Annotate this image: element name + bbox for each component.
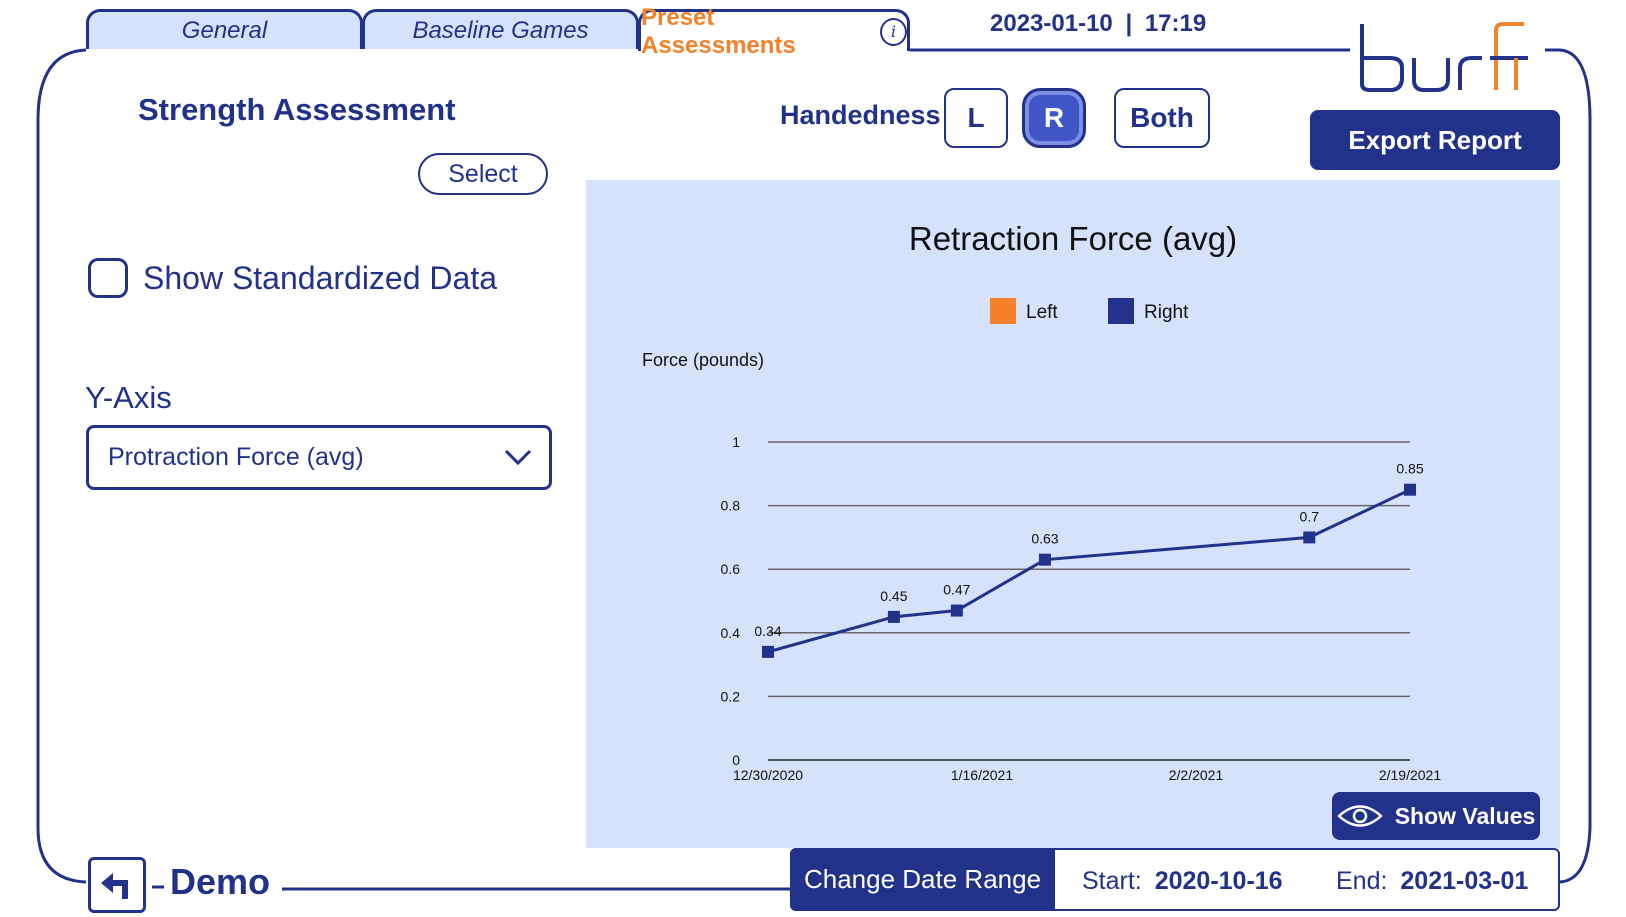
handedness-right-button[interactable]: R <box>1022 88 1086 148</box>
info-icon[interactable]: i <box>879 17 907 46</box>
change-date-range-button[interactable]: Change Date Range <box>790 848 1055 911</box>
y-tick-label: 0 <box>732 752 740 768</box>
start-date: Start: 2020-10-16 <box>1082 867 1283 896</box>
y-tick-label: 0.6 <box>721 561 741 577</box>
chevron-down-icon <box>504 449 532 466</box>
data-label: 0.85 <box>1396 461 1423 477</box>
retraction-force-chart: Retraction Force (avg) Left Right Force (po… <box>642 220 1441 783</box>
datetime-separator: | <box>1125 10 1133 37</box>
current-date: 2023-01-10 <box>990 10 1113 37</box>
back-arrow-icon <box>101 873 128 899</box>
legend-label-right: Right <box>1144 302 1189 323</box>
start-date-label: Start: <box>1082 867 1142 895</box>
current-datetime: 2023-01-10 | 17:19 <box>990 10 1206 38</box>
standardized-data-label: Show Standardized Data <box>143 260 497 296</box>
current-time: 17:19 <box>1144 10 1207 37</box>
series-line-right <box>767 488 1411 654</box>
y-axis-selected-value: Protraction Force (avg) <box>108 443 364 471</box>
data-label: 0.34 <box>754 623 781 639</box>
burt-logo <box>1360 22 1528 92</box>
tab-preset-assessments-label: Preset Assessments <box>641 3 796 59</box>
handedness-left-button[interactable]: L <box>944 88 1008 148</box>
data-point <box>1404 483 1416 496</box>
data-point <box>1038 553 1051 566</box>
x-tick-label: 2/19/2021 <box>1379 767 1441 783</box>
y-axis-select[interactable]: Protraction Force (avg) <box>86 425 552 490</box>
y-tick-label: 0.2 <box>721 688 741 704</box>
end-date-value: 2021-03-01 <box>1400 867 1529 895</box>
y-tick-label: 0.8 <box>721 498 741 514</box>
x-tick-label: 2/2/2021 <box>1169 767 1224 783</box>
end-date-label: End: <box>1336 867 1388 895</box>
data-label: 0.45 <box>880 588 907 604</box>
eye-icon <box>1336 805 1383 827</box>
y-tick-label: 0.4 <box>721 625 741 641</box>
legend-swatch-right <box>1108 298 1134 324</box>
y-tick-label: 1 <box>732 434 740 450</box>
standardized-data-checkbox[interactable] <box>88 258 128 298</box>
data-label: 0.63 <box>1031 531 1058 547</box>
tab-preset-assessments[interactable]: Preset Assessments i <box>638 4 910 59</box>
tab-baseline-games-label: Baseline Games <box>412 16 589 44</box>
data-point <box>1303 531 1316 544</box>
y-axis-title: Force (pounds) <box>642 350 764 370</box>
export-report-button[interactable]: Export Report <box>1310 110 1560 170</box>
handedness-label: Handedness <box>780 100 941 130</box>
y-axis-label: Y-Axis <box>85 380 172 415</box>
legend-label-left: Left <box>1026 302 1058 323</box>
data-label: 0.47 <box>943 582 970 598</box>
date-range-bar: Change Date Range Start: 2020-10-16 End:… <box>790 848 1560 911</box>
data-label: 0.7 <box>1300 508 1320 524</box>
back-button[interactable] <box>88 857 146 913</box>
handedness-both-button[interactable]: Both <box>1114 88 1210 148</box>
x-tick-label: 1/16/2021 <box>951 767 1013 783</box>
end-date: End: 2021-03-01 <box>1336 867 1528 896</box>
chart-title: Retraction Force (avg) <box>909 220 1237 257</box>
x-tick-label: 12/30/2020 <box>733 767 803 783</box>
select-button[interactable]: Select <box>418 153 548 195</box>
user-name: Demo <box>170 861 271 902</box>
start-date-value: 2020-10-16 <box>1154 867 1283 895</box>
data-point <box>950 604 963 617</box>
assessment-title: Strength Assessment <box>138 92 456 127</box>
tab-general[interactable]: General <box>86 9 363 49</box>
show-values-label: Show Values <box>1394 802 1536 829</box>
data-point <box>887 610 900 623</box>
legend-swatch-left <box>990 298 1016 324</box>
chart-panel: Retraction Force (avg) Left Right Force (po… <box>586 180 1560 848</box>
tab-general-label: General <box>181 16 268 44</box>
data-point <box>762 645 774 658</box>
tab-baseline-games[interactable]: Baseline Games <box>362 9 639 49</box>
show-values-button[interactable]: Show Values <box>1332 792 1540 840</box>
